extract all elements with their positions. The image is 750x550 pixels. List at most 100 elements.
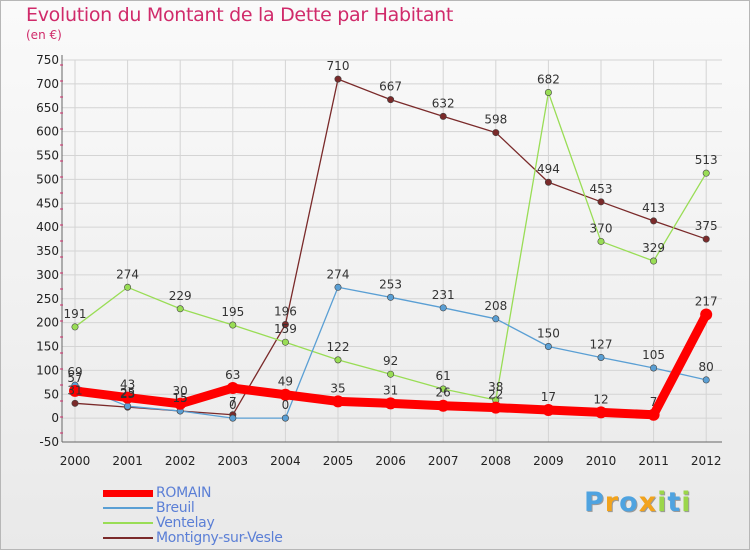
data-label-montigny-sur-vesle: 7 bbox=[229, 395, 237, 409]
data-point-montigny-sur-vesle bbox=[387, 96, 395, 104]
data-labels: 31 23 15 7196710667632598494453413375191274… bbox=[64, 59, 718, 412]
data-label-montigny-sur-vesle: 413 bbox=[642, 201, 665, 215]
logo-letter: i bbox=[681, 487, 692, 518]
data-point-ventelay bbox=[124, 283, 132, 291]
data-label-montigny-sur-vesle: 710 bbox=[327, 59, 350, 73]
data-label-romain: 12 bbox=[593, 392, 608, 406]
y-tick-label: 700 bbox=[36, 77, 59, 91]
data-point-ventelay bbox=[597, 237, 605, 245]
data-point-montigny-sur-vesle bbox=[71, 399, 79, 407]
data-label-montigny-sur-vesle: 23 bbox=[120, 387, 135, 401]
data-label-romain: 26 bbox=[436, 386, 451, 400]
x-tick-label: 2001 bbox=[112, 454, 143, 468]
x-tick-label: 2012 bbox=[691, 454, 722, 468]
data-label-romain: 22 bbox=[488, 388, 503, 402]
data-point-montigny-sur-vesle bbox=[544, 178, 552, 186]
data-label-romain: 30 bbox=[173, 384, 188, 398]
data-label-breuil: 25 bbox=[120, 386, 135, 400]
data-label-romain: 217 bbox=[695, 295, 718, 309]
x-tick-label: 2007 bbox=[428, 454, 459, 468]
data-point-breuil bbox=[229, 414, 237, 422]
x-tick-label: 2000 bbox=[60, 454, 91, 468]
data-label-breuil: 208 bbox=[484, 299, 507, 313]
data-point-romain bbox=[174, 397, 187, 410]
y-tick-label: 750 bbox=[36, 53, 59, 67]
data-label-romain: 43 bbox=[120, 378, 135, 392]
data-point-montigny-sur-vesle bbox=[281, 321, 289, 329]
data-point-breuil bbox=[334, 283, 342, 291]
legend-swatch-romain bbox=[103, 490, 153, 497]
y-tick-label: 450 bbox=[36, 196, 59, 210]
data-label-breuil: 80 bbox=[699, 360, 714, 374]
y-tick-label: 200 bbox=[36, 316, 59, 330]
data-label-romain: 7 bbox=[650, 395, 658, 409]
y-axis-tick-labels: 7507006506005505004504003503002502001501… bbox=[36, 53, 59, 449]
y-tick-label: 0 bbox=[51, 411, 59, 425]
data-label-breuil: 231 bbox=[432, 288, 455, 302]
y-tick-label: 150 bbox=[36, 340, 59, 354]
data-point-breuil bbox=[544, 342, 552, 350]
data-label-montigny-sur-vesle: 31 bbox=[67, 383, 82, 397]
legend-label-montigny: Montigny-sur-Vesle bbox=[156, 530, 283, 546]
logo-letter: x bbox=[638, 487, 658, 518]
data-label-montigny-sur-vesle: 196 bbox=[274, 305, 297, 319]
data-point-breuil bbox=[124, 402, 132, 410]
y-tick-label: 250 bbox=[36, 292, 59, 306]
legend-label-romain: ROMAIN bbox=[156, 485, 212, 501]
data-label-ventelay: 195 bbox=[221, 305, 244, 319]
data-point-ventelay bbox=[229, 321, 237, 329]
x-tick-label: 2008 bbox=[481, 454, 512, 468]
data-point-breuil bbox=[387, 293, 395, 301]
data-point-montigny-sur-vesle bbox=[439, 112, 447, 120]
data-point-ventelay bbox=[176, 305, 184, 313]
data-point-romain bbox=[595, 406, 607, 419]
y-tick-label: -50 bbox=[39, 435, 59, 449]
y-tick-label: 400 bbox=[36, 220, 59, 234]
y-tick-label: 300 bbox=[36, 268, 59, 282]
data-label-breuil: 69 bbox=[67, 365, 82, 379]
x-tick-label: 2002 bbox=[165, 454, 196, 468]
logo-letter: o bbox=[619, 487, 639, 518]
data-label-romain: 17 bbox=[541, 390, 556, 404]
data-label-ventelay: 274 bbox=[116, 267, 139, 281]
data-point-ventelay bbox=[71, 323, 79, 331]
data-label-ventelay: 38 bbox=[488, 380, 503, 394]
chart-unit: (en €) bbox=[26, 28, 62, 42]
data-label-romain: 31 bbox=[383, 383, 398, 397]
data-label-breuil: 274 bbox=[327, 267, 350, 281]
x-tick-label: 2006 bbox=[375, 454, 406, 468]
data-label-ventelay: 191 bbox=[64, 307, 87, 321]
data-label-breuil: 0 bbox=[282, 398, 290, 412]
data-point-montigny-sur-vesle bbox=[702, 235, 710, 243]
data-point-romain bbox=[226, 382, 239, 395]
data-point-ventelay bbox=[387, 370, 395, 378]
data-point-romain bbox=[647, 408, 660, 421]
data-point-ventelay bbox=[650, 257, 658, 265]
data-label-montigny-sur-vesle: 375 bbox=[695, 219, 718, 233]
data-point-breuil bbox=[702, 376, 710, 384]
data-label-breuil: 127 bbox=[590, 337, 613, 351]
data-label-ventelay: 513 bbox=[695, 153, 718, 167]
x-tick-label: 2005 bbox=[323, 454, 354, 468]
series-lines bbox=[69, 75, 713, 422]
data-point-ventelay bbox=[334, 356, 342, 364]
data-point-breuil bbox=[650, 364, 658, 372]
legend-label-ventelay: Ventelay bbox=[156, 515, 215, 531]
y-tick-label: 550 bbox=[36, 149, 59, 163]
data-label-montigny-sur-vesle: 453 bbox=[590, 182, 613, 196]
data-label-romain: 57 bbox=[67, 371, 82, 385]
data-label-ventelay: 122 bbox=[327, 340, 350, 354]
x-tick-label: 2011 bbox=[638, 454, 669, 468]
data-label-montigny-sur-vesle: 667 bbox=[379, 80, 402, 94]
data-label-romain: 35 bbox=[330, 381, 345, 395]
legend-swatch-montigny bbox=[103, 537, 153, 539]
x-axis-tick-labels: 2000 2001 2002 2003 2004 2005 2006 2007 2008 2009… bbox=[60, 454, 722, 468]
data-point-breuil bbox=[492, 315, 500, 323]
data-point-romain bbox=[121, 391, 134, 404]
data-label-montigny-sur-vesle: 632 bbox=[432, 96, 455, 110]
data-point-ventelay bbox=[544, 88, 552, 96]
data-point-romain bbox=[279, 388, 292, 401]
data-label-ventelay: 92 bbox=[383, 354, 398, 368]
legend-swatch-ventelay bbox=[103, 522, 153, 524]
